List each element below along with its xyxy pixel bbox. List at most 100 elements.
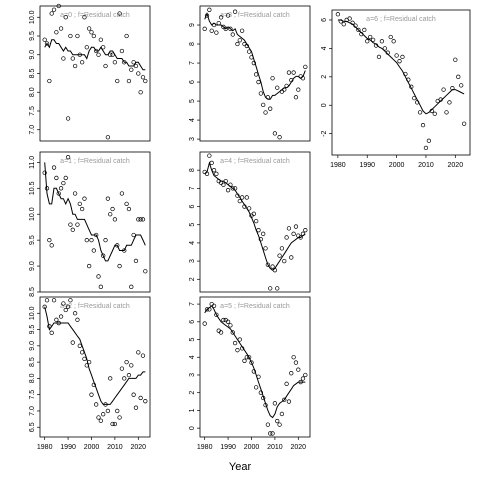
data-point <box>96 52 101 57</box>
data-point <box>211 303 217 309</box>
data-point <box>94 402 99 407</box>
data-point <box>204 13 210 18</box>
data-point <box>204 307 210 312</box>
data-point <box>397 59 402 64</box>
data-point <box>82 196 87 201</box>
panel-a1: a=1 ; f=Residual catch 8.5 9.0 9.5 10.0 10.5 1… <box>29 151 151 297</box>
data-point <box>272 268 278 273</box>
data-point <box>140 353 146 358</box>
data-point <box>232 340 238 346</box>
data-point <box>207 307 212 312</box>
data-point <box>136 217 141 222</box>
y-tick-label: 7.5 <box>29 390 36 400</box>
data-point <box>138 217 143 222</box>
data-point <box>96 415 101 420</box>
data-point <box>456 74 461 79</box>
data-point <box>268 431 273 436</box>
data-point <box>291 70 296 75</box>
y-tick-label: 3 <box>189 259 196 263</box>
data-point <box>65 155 71 160</box>
x-tick-label: 2020 <box>448 162 464 169</box>
data-point <box>126 372 132 378</box>
data-point <box>96 274 101 279</box>
data-point <box>56 320 61 326</box>
data-point <box>228 26 233 31</box>
data-point <box>459 83 464 88</box>
data-point <box>270 76 275 81</box>
data-point <box>122 60 127 65</box>
data-point <box>251 369 256 374</box>
data-point <box>225 188 231 193</box>
data-point <box>261 102 266 108</box>
y-tick-label: 3 <box>189 137 196 141</box>
y-tick-label: 7.0 <box>29 406 36 416</box>
data-point <box>115 78 120 84</box>
data-point <box>51 298 57 303</box>
data-point <box>286 226 292 231</box>
data-point <box>138 395 143 401</box>
data-point <box>129 284 134 289</box>
data-point <box>209 160 214 166</box>
data-point <box>72 63 78 69</box>
data-point <box>244 195 249 200</box>
data-point <box>272 131 278 136</box>
data-point <box>126 78 132 84</box>
data-point <box>239 195 245 200</box>
data-point <box>86 263 92 269</box>
panel-a2: a=2 ; f=Residual catch 6.5 7.0 7.5 8.0 8.5 9.0… <box>29 296 151 451</box>
data-point <box>230 32 235 37</box>
fitted-line <box>44 306 146 405</box>
data-point <box>368 34 373 40</box>
x-tick-label: 2000 <box>84 444 100 451</box>
data-point <box>270 431 275 436</box>
data-point <box>303 372 308 378</box>
data-point <box>298 235 303 240</box>
y-tick-label: 9.5 <box>29 31 36 41</box>
data-point <box>303 228 308 233</box>
data-point <box>300 76 306 81</box>
plot-frame <box>199 151 311 293</box>
data-point <box>84 363 89 368</box>
y-tick-label: 7 <box>189 186 196 190</box>
panel-title: a=1 ; f=Residual catch <box>60 158 130 165</box>
data-point <box>47 78 52 84</box>
data-point <box>143 269 148 274</box>
data-point <box>298 74 303 79</box>
fitted-line <box>337 19 465 115</box>
data-point <box>51 165 57 170</box>
data-point <box>272 401 278 406</box>
data-point <box>239 28 245 33</box>
data-point <box>61 56 66 61</box>
data-point <box>82 15 87 20</box>
data-point <box>136 71 141 76</box>
data-point <box>101 412 106 417</box>
data-point <box>221 317 226 323</box>
data-point <box>108 52 113 57</box>
x-tick-label: 2000 <box>389 162 405 169</box>
y-tick-label: 10.5 <box>29 181 36 195</box>
data-point <box>362 27 367 33</box>
data-point <box>129 67 134 72</box>
data-point <box>91 33 96 39</box>
data-point <box>58 314 64 319</box>
data-point <box>140 75 146 80</box>
data-point <box>426 138 432 143</box>
y-tick-label: 4 <box>321 46 328 50</box>
data-point <box>353 23 358 28</box>
data-point <box>108 376 113 381</box>
data-point <box>119 366 125 371</box>
data-point <box>58 186 64 191</box>
data-point <box>453 57 458 62</box>
data-point <box>289 255 294 260</box>
data-point <box>263 246 268 251</box>
data-point <box>70 56 75 61</box>
data-point <box>209 28 214 33</box>
y-tick-label: 6.5 <box>29 422 36 432</box>
data-point <box>335 12 341 17</box>
data-point <box>108 212 113 217</box>
data-point <box>63 307 68 313</box>
data-point <box>84 45 89 50</box>
data-point <box>423 145 429 151</box>
data-point <box>232 9 238 14</box>
data-point <box>286 399 292 404</box>
